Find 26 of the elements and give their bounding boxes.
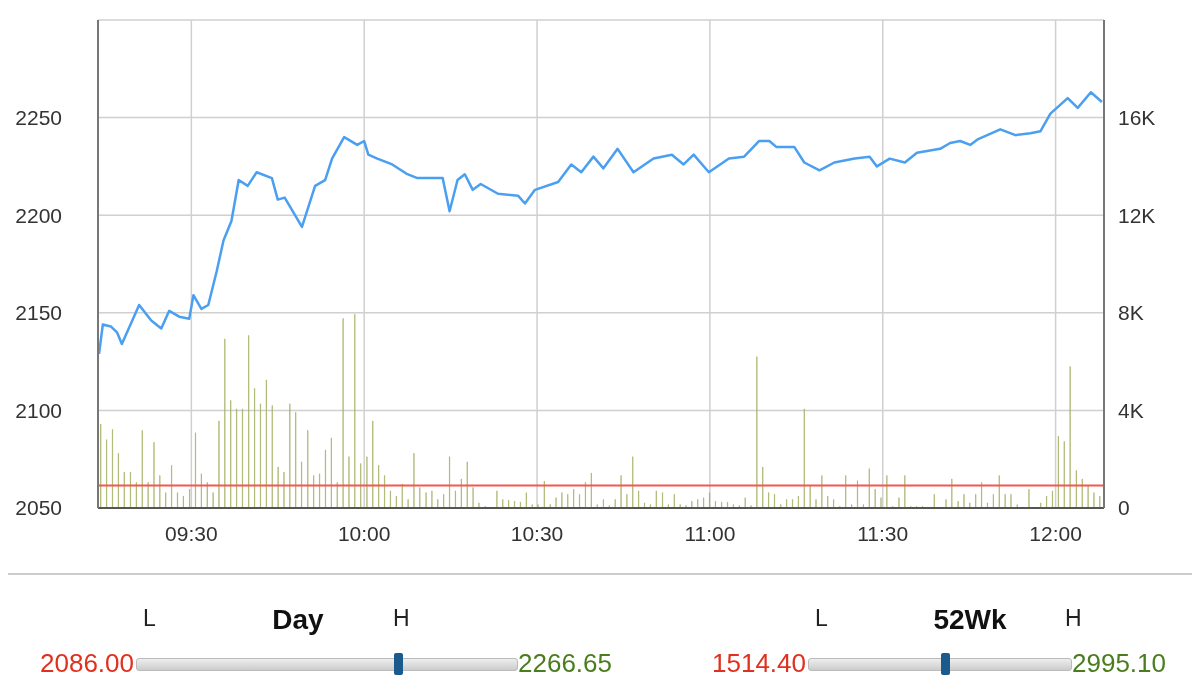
y-tick-label: 2200 <box>15 203 62 227</box>
y2-tick-label: 16K <box>1118 106 1156 130</box>
x-tick-label: 11:30 <box>857 521 909 545</box>
text: H <box>1065 605 1082 632</box>
y2-tick-label: 0 <box>1118 496 1130 520</box>
x-tick-label: 11:00 <box>684 521 736 545</box>
x-tick-label: 12:00 <box>1029 521 1082 545</box>
y-tick-label: 2100 <box>15 398 62 422</box>
text: L <box>143 605 156 632</box>
x-tick-label: 10:00 <box>337 521 391 545</box>
text: Day <box>271 604 325 636</box>
text: 2086.00 <box>39 648 134 675</box>
text: H <box>393 605 410 632</box>
text: 52Wk <box>932 604 1008 636</box>
y2-tick-label: 4K <box>1118 398 1144 422</box>
y2-tick-label: 12K <box>1118 203 1156 227</box>
text: 1514.40 <box>711 648 806 675</box>
x-tick-label: 10:30 <box>510 521 564 545</box>
x-tick-label: 09:30 <box>165 521 218 545</box>
y-tick-label: 2150 <box>15 301 62 325</box>
y-tick-label: 2050 <box>15 496 62 520</box>
y-tick-label: 2250 <box>15 106 62 130</box>
text: L <box>815 605 828 632</box>
y2-tick-label: 8K <box>1118 301 1144 325</box>
text: 2995.10 <box>1072 648 1166 675</box>
text: 2266.65 <box>518 648 612 675</box>
